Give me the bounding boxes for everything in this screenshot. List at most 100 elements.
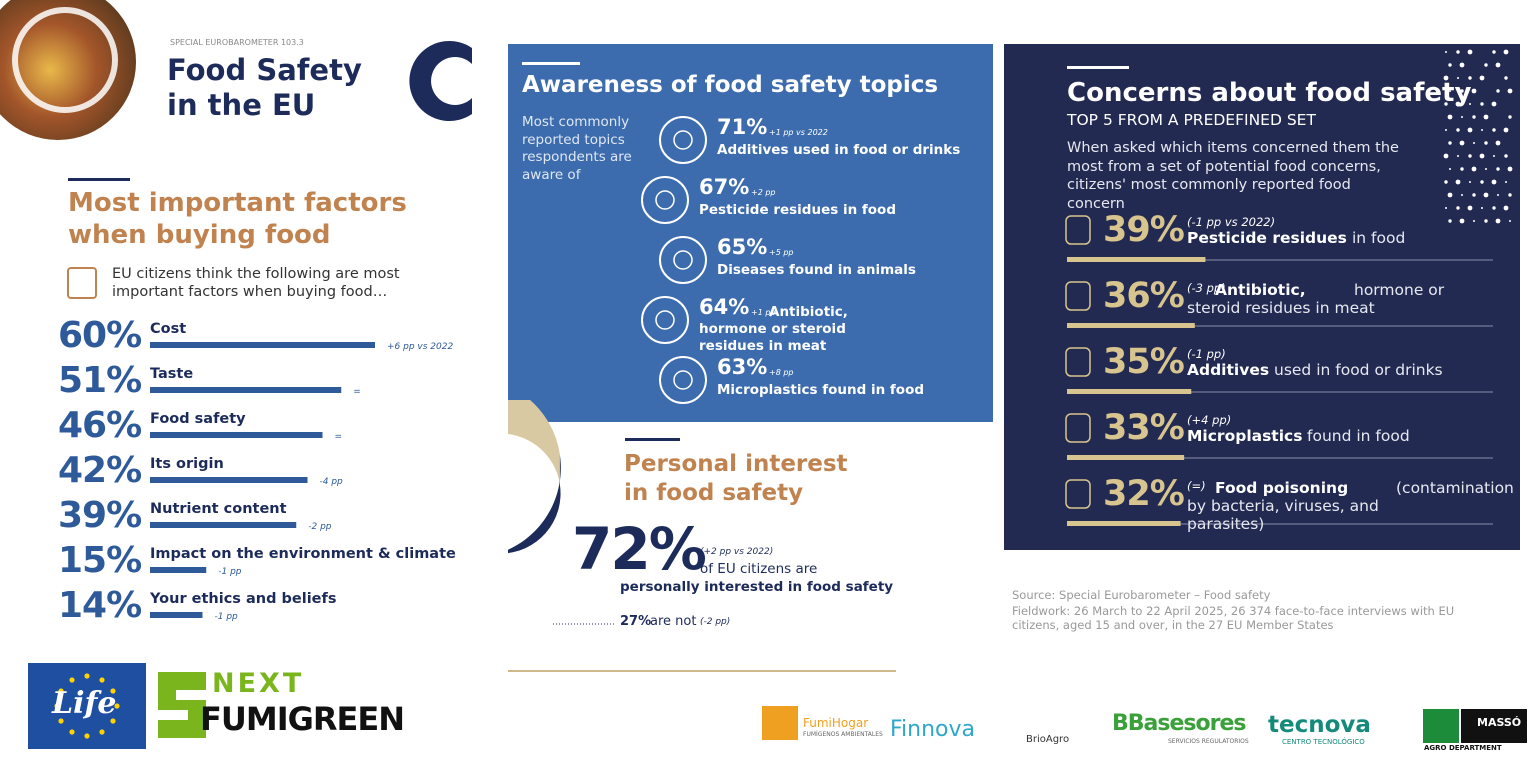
dot (1456, 128, 1460, 132)
dot (1445, 129, 1447, 131)
concern-rest: hormone or steroid residues in meat (1187, 281, 1445, 317)
percent: 71% (717, 115, 768, 139)
logo-text: NEXT (212, 668, 305, 699)
dot (1457, 77, 1459, 79)
dot (1468, 76, 1472, 80)
dot (1471, 166, 1477, 172)
dot (1503, 49, 1509, 55)
intro: EU citizens think the following are most… (112, 266, 400, 300)
title: Food Safety (167, 53, 362, 87)
dot (1484, 63, 1488, 67)
bar (1067, 257, 1206, 262)
percent: 36% (1103, 276, 1185, 316)
star (99, 677, 105, 683)
dot (1443, 153, 1449, 159)
change: = (353, 387, 361, 397)
star (58, 688, 64, 694)
intro: Most commonly reported topics respondent… (522, 114, 632, 183)
big-percent: 72% (572, 515, 707, 583)
text: are not (650, 614, 697, 629)
logo-text: tecnova (1268, 712, 1371, 738)
factor-name: Food safety (150, 411, 246, 427)
icon (1065, 413, 1091, 443)
dot (1492, 128, 1496, 132)
dot (1448, 141, 1452, 145)
dot (1467, 49, 1473, 55)
factor-name: Taste (150, 366, 194, 382)
icon (659, 236, 707, 284)
dot (1484, 219, 1488, 223)
logo-text: FUMÍGENOS AMBIENTALES (803, 731, 883, 738)
dot (1447, 114, 1453, 120)
dot (1443, 75, 1449, 81)
change: +1 pp vs 2022 (769, 128, 828, 137)
bar (150, 477, 308, 483)
change: (-3 pp) (1187, 281, 1226, 295)
dot (1460, 167, 1464, 171)
percent: 65% (717, 235, 768, 259)
dot (1504, 76, 1508, 80)
title: in the EU (167, 88, 316, 122)
change: (-1 pp vs 2022) (1187, 215, 1276, 229)
dot (1456, 50, 1460, 54)
section-title: Most important factors (68, 188, 407, 218)
dot (1461, 116, 1463, 118)
star (114, 703, 120, 709)
dot (1457, 155, 1459, 157)
icon (673, 130, 693, 150)
awareness-panel (508, 44, 993, 422)
change: (+4 pp) (1187, 413, 1232, 427)
dot (1507, 88, 1513, 94)
dot (1447, 192, 1453, 198)
subtitle: TOP 5 FROM A PREDEFINED SET (1067, 111, 1316, 129)
dot (1445, 207, 1447, 209)
dot (1455, 101, 1461, 107)
factor-name: Cost (150, 321, 187, 337)
dot (1444, 102, 1448, 106)
star (99, 729, 105, 735)
bar (1067, 521, 1181, 526)
intro: When asked which items concerned them th… (1067, 140, 1399, 212)
dot (1444, 180, 1448, 184)
header-photo (0, 0, 136, 140)
dot (1495, 62, 1501, 68)
percent: 46% (58, 405, 142, 446)
logo-text: FumiHogar (803, 716, 869, 730)
star (84, 673, 90, 679)
dot (1492, 50, 1496, 54)
dot (1459, 62, 1465, 68)
icon (1065, 215, 1091, 245)
dot (1484, 141, 1488, 145)
factor-name: Nutrient content (150, 501, 287, 517)
topic: Diseases found in animals (717, 262, 916, 278)
topic: Pesticide residues in food (699, 202, 896, 218)
percent: 42% (58, 450, 142, 491)
dot (1449, 168, 1451, 170)
logo-text: Life (52, 686, 117, 721)
star (84, 733, 90, 739)
icon (1065, 479, 1091, 509)
dot (1468, 154, 1472, 158)
percent: 67% (699, 175, 750, 199)
percent: 32% (1103, 474, 1185, 514)
change: -1 pp (214, 612, 238, 622)
factor-name: Your ethics and beliefs (150, 591, 337, 607)
concern-rest: (contamination by bacteria, viruses, and… (1187, 479, 1514, 533)
icon (655, 310, 675, 330)
bar (1067, 323, 1195, 328)
change: (+2 pp vs 2022) (700, 547, 774, 557)
rule (625, 438, 680, 441)
icon (673, 250, 693, 270)
dot (1448, 63, 1452, 67)
icon (659, 116, 707, 164)
masso-mark (1461, 709, 1527, 743)
concern-bold: Pesticide residues (1187, 229, 1347, 247)
icon (641, 176, 689, 224)
factor-name: Impact on the environment & climate (150, 546, 456, 562)
topic: Microplastics found in food (717, 382, 925, 398)
dot (1461, 194, 1463, 196)
dot (1483, 114, 1489, 120)
dot (1495, 140, 1501, 146)
